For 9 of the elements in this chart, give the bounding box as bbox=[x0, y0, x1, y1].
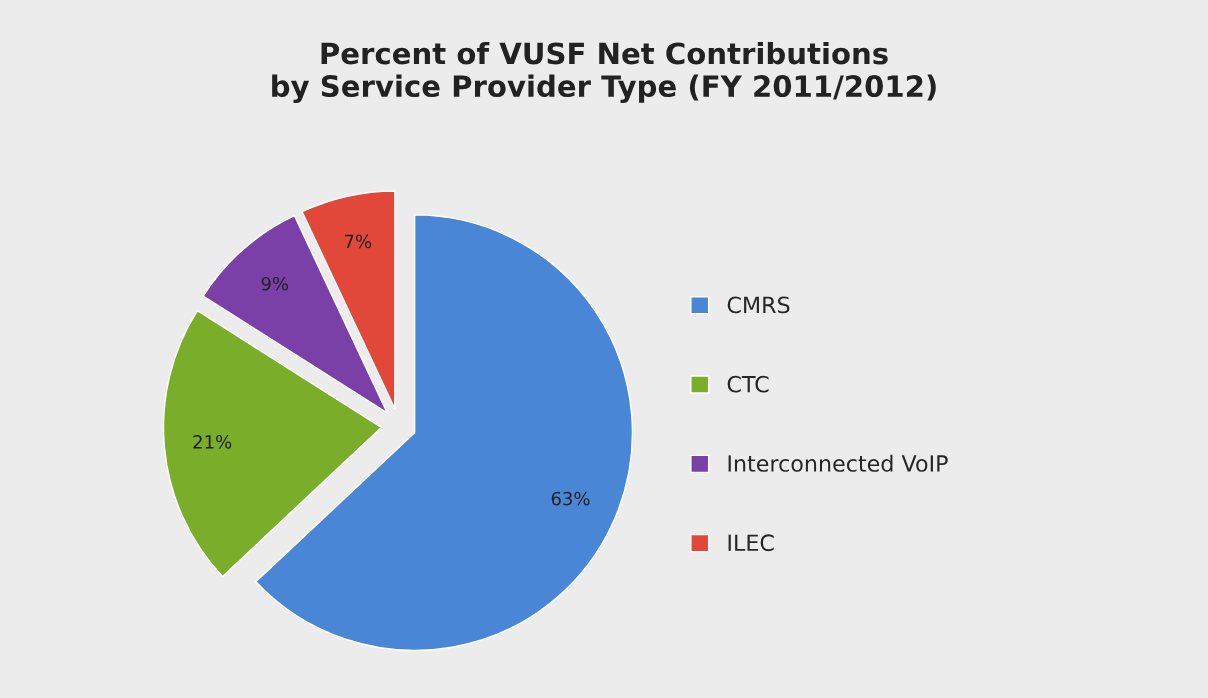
data-label: 7% bbox=[344, 234, 372, 249]
data-label: 63% bbox=[551, 491, 590, 506]
legend-label: Interconnected VoIP bbox=[728, 454, 948, 472]
data-label: 21% bbox=[193, 434, 232, 449]
data-label: 9% bbox=[261, 276, 289, 291]
legend-label: CMRS bbox=[727, 296, 790, 314]
legend-label: CTC bbox=[727, 375, 769, 393]
legend-label: ILEC bbox=[728, 534, 774, 552]
chart-title: Percent of VUSF Net Contributions by Service Provider Type (FY 2011/2012) bbox=[272, 41, 936, 103]
